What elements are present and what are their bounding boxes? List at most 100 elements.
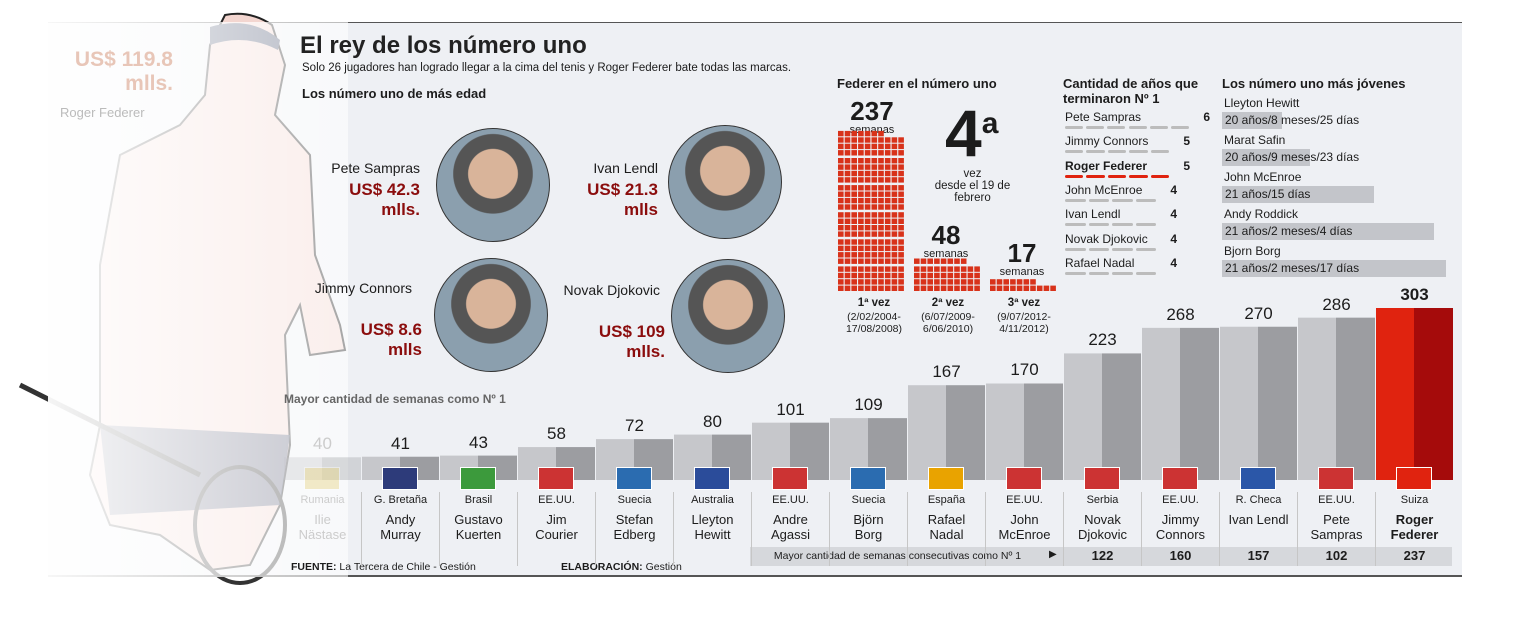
week-square: [858, 137, 864, 143]
week-square: [858, 285, 864, 291]
player-name: Andy Murray: [380, 512, 421, 542]
week-square: [864, 137, 871, 143]
week-square: [878, 191, 884, 197]
column-divider: [907, 492, 908, 566]
week-square: [871, 212, 878, 218]
week-square: [927, 279, 933, 285]
bar-value-label: 167: [932, 362, 961, 382]
week-square: [851, 177, 857, 183]
young-name: Marat Safin: [1224, 133, 1286, 147]
week-square: [947, 258, 954, 264]
bar-shade: [946, 385, 985, 480]
week-square: [891, 245, 898, 252]
week-square: [920, 258, 927, 264]
bar-value-label: 58: [547, 424, 566, 444]
week-square: [891, 218, 898, 224]
week-square: [954, 258, 960, 264]
week-square: [838, 185, 844, 191]
years-value: 4: [1170, 255, 1177, 270]
week-square: [898, 143, 904, 150]
week-square: [838, 170, 844, 177]
years-name: Jimmy Connors: [1065, 134, 1149, 149]
player-name: Björn Borg: [853, 512, 884, 542]
week-square: [884, 279, 891, 285]
week-square: [844, 285, 851, 291]
week-square: [927, 285, 933, 291]
week-square: [884, 218, 891, 224]
column-divider: [985, 492, 986, 566]
flag-icon: [694, 467, 730, 490]
week-square: [967, 266, 974, 272]
week-square: [864, 158, 871, 164]
week-square: [898, 266, 904, 272]
week-square: [940, 285, 947, 291]
week-square: [851, 279, 857, 285]
years-name: John McEnroe: [1065, 182, 1143, 197]
week-square: [851, 158, 857, 164]
week-square: [914, 266, 920, 272]
week-square: [858, 150, 864, 156]
chart-title: Mayor cantidad de semanas como Nº 1: [284, 392, 506, 406]
week-square: [844, 143, 851, 150]
bar: [908, 385, 946, 480]
week-square: [864, 143, 871, 150]
week-square: [858, 170, 864, 177]
column-divider: [1219, 492, 1220, 566]
week-square: [838, 258, 844, 264]
week-square: [898, 177, 904, 183]
week-square: [884, 212, 891, 218]
stint-label: 1ª vez: [857, 297, 891, 309]
week-square: [878, 170, 884, 177]
week-square: [891, 197, 898, 204]
country-label: Suecia: [617, 494, 652, 506]
week-square: [858, 197, 864, 204]
year-segment: [1107, 174, 1127, 178]
young-name: Andy Roddick: [1224, 207, 1299, 221]
oldest-name: Jimmy Connors: [314, 280, 412, 296]
week-square: [920, 272, 927, 279]
week-square: [878, 245, 884, 252]
week-square: [914, 272, 920, 279]
year-segment: [1150, 174, 1169, 178]
year-segment: [1149, 126, 1168, 129]
country-label: EE.UU.: [538, 494, 575, 506]
page-title: El rey de los número uno: [300, 32, 587, 59]
week-square: [891, 258, 898, 264]
week-square: [878, 225, 884, 231]
week-square: [878, 258, 884, 264]
flag-icon: [1240, 467, 1276, 490]
year-segment: [1112, 247, 1133, 251]
week-square: [858, 212, 864, 218]
oldest-money: US$ 8.6 mlls: [360, 320, 422, 359]
bar-value-label: 303: [1400, 285, 1429, 304]
week-square: [898, 158, 904, 164]
week-square: [878, 272, 884, 279]
bar-value-label: 268: [1166, 304, 1195, 324]
week-square: [974, 266, 980, 272]
source: FUENTE: La Tercera de Chile - Gestión: [291, 561, 476, 573]
year-segment: [1065, 247, 1086, 251]
country-label: España: [927, 494, 966, 506]
year-segment: [1065, 174, 1084, 178]
year-segment: [1065, 198, 1086, 202]
since-text: vez desde el 19 de febrero: [934, 168, 1011, 204]
young-bar: [1222, 223, 1434, 240]
week-square: [871, 130, 878, 137]
week-square: [864, 245, 871, 252]
country-label: Suiza: [1400, 494, 1429, 506]
week-square: [960, 279, 967, 285]
week-square: [878, 185, 884, 191]
week-square: [871, 164, 878, 170]
week-square: [871, 266, 878, 272]
years-name: Pete Sampras: [1065, 110, 1142, 124]
week-square: [844, 212, 851, 218]
week-square: [878, 164, 884, 170]
week-square: [851, 212, 857, 218]
country-label: G. Bretaña: [373, 494, 428, 506]
week-square: [960, 258, 967, 264]
column-divider: [361, 492, 362, 566]
week-square: [898, 239, 904, 245]
week-square: [934, 279, 940, 285]
player-name: Novak Djokovic: [1077, 512, 1128, 542]
flag-icon: [1006, 467, 1042, 490]
